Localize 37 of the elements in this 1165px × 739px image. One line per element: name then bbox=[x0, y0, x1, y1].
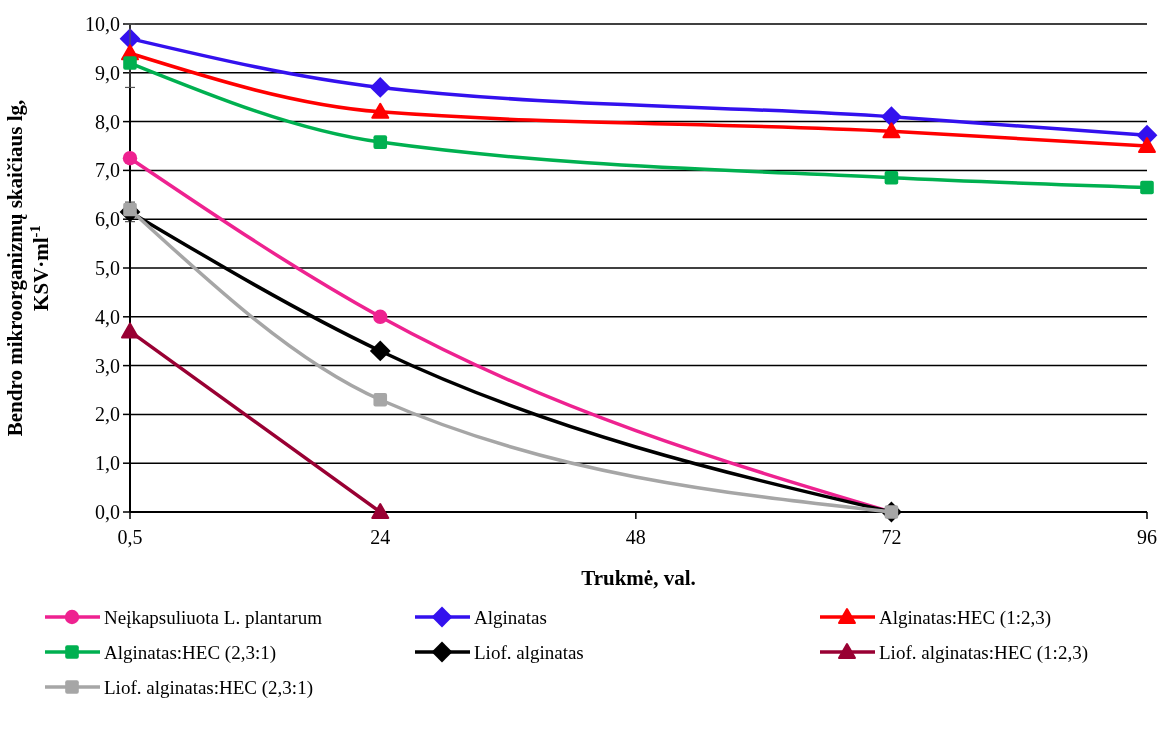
legend-label: Neįkapsuliuota L. plantarum bbox=[104, 606, 323, 628]
point bbox=[881, 106, 902, 128]
x-tick-label: 48 bbox=[625, 526, 646, 548]
legend-label: Alginatas:HEC (2,3:1) bbox=[104, 641, 277, 664]
x-tick-label: 0,5 bbox=[117, 526, 143, 548]
point bbox=[373, 135, 388, 149]
y-tick-label: 7,0 bbox=[95, 159, 120, 182]
y-tick-label: 10,0 bbox=[85, 13, 120, 35]
legend-label: Liof. alginatas bbox=[474, 641, 584, 663]
y-tick-label: 4,0 bbox=[95, 305, 120, 328]
y-tick-label: 2,0 bbox=[95, 403, 120, 426]
y-tick-label: 1,0 bbox=[95, 452, 120, 475]
y-tick-label: 9,0 bbox=[95, 61, 120, 84]
point bbox=[882, 122, 901, 139]
point bbox=[369, 77, 391, 98]
legend-label: Alginatas:HEC (1:2,3) bbox=[879, 606, 1052, 629]
x-tick-label: 96 bbox=[1137, 526, 1157, 548]
y-tick-label: 3,0 bbox=[95, 354, 120, 377]
point bbox=[373, 309, 388, 324]
y-tick-label: 5,0 bbox=[95, 257, 120, 279]
x-tick-label: 24 bbox=[370, 526, 391, 548]
point bbox=[373, 392, 388, 407]
point bbox=[369, 340, 391, 362]
point bbox=[371, 102, 390, 119]
y-tick-label: 8,0 bbox=[95, 110, 120, 133]
point bbox=[122, 151, 138, 166]
y-tick-label: 0,0 bbox=[95, 501, 120, 523]
legend-label: Alginatas bbox=[474, 606, 547, 628]
x-axis-title: Trukmė, val. bbox=[581, 566, 696, 590]
legend-label: Liof. alginatas:HEC (2,3:1) bbox=[104, 676, 313, 699]
x-tick-label: 72 bbox=[881, 526, 902, 548]
point bbox=[123, 56, 137, 70]
legend-label: Liof. alginatas:HEC (1:2,3) bbox=[879, 641, 1088, 664]
point bbox=[1140, 180, 1154, 195]
point bbox=[1138, 137, 1156, 153]
point bbox=[884, 170, 899, 185]
y-tick-label: 6,0 bbox=[95, 208, 120, 231]
